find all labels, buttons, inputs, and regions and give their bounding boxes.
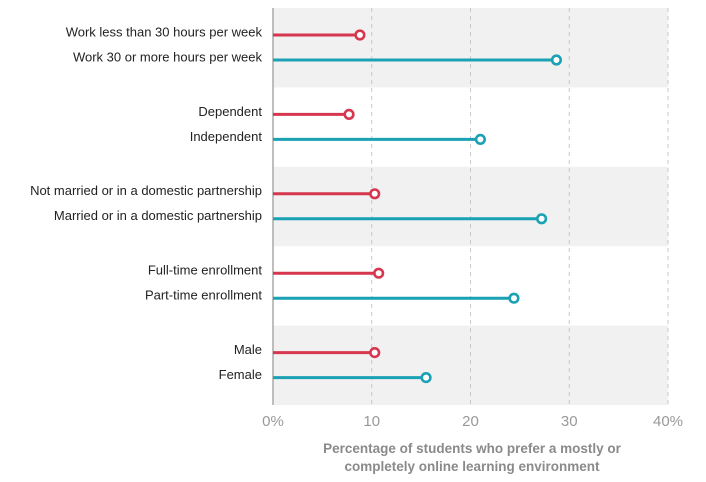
lollipop-head: [550, 54, 563, 66]
x-tick-label: 20: [462, 413, 479, 430]
x-axis-title: Percentage of students who prefer a most…: [323, 441, 621, 474]
x-tick-label: 10: [363, 413, 380, 430]
category-label: Work less than 30 hours per week: [66, 24, 263, 39]
lollipop-head: [369, 347, 381, 359]
category-label: Male: [234, 342, 262, 357]
lollipop-head: [420, 372, 432, 384]
category-label: Dependent: [198, 104, 262, 119]
x-tick-label: 40%: [653, 413, 683, 430]
category-label: Married or in a domestic partnership: [54, 208, 262, 223]
category-label: Not married or in a domestic partnership: [30, 183, 262, 198]
lollipop-head: [508, 292, 520, 304]
category-label: Work 30 or more hours per week: [73, 49, 263, 64]
lollipop-head: [354, 29, 366, 41]
lollipop-head: [373, 267, 385, 279]
lollipop-head: [535, 213, 548, 225]
category-label: Full-time enrollment: [148, 263, 263, 278]
category-label: Female: [219, 367, 262, 382]
x-tick-label: 30: [561, 413, 578, 430]
category-label: Independent: [190, 129, 263, 144]
lollipop-head: [474, 133, 486, 145]
lollipop-head: [343, 108, 355, 120]
lollipop-head: [369, 188, 381, 200]
x-tick-label: 0%: [262, 413, 284, 430]
category-label: Part-time enrollment: [145, 288, 262, 303]
